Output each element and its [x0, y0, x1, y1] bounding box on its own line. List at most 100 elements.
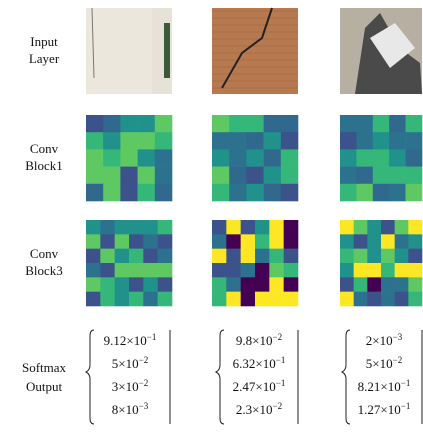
feature-cell	[155, 115, 173, 133]
mantissa: 9.8×10	[236, 333, 273, 348]
feature-cell	[86, 184, 104, 202]
feature-cell	[255, 220, 270, 235]
bracket-left	[342, 330, 350, 424]
mantissa: 8×10	[112, 402, 139, 417]
feature-cell	[264, 132, 282, 150]
feature-cell	[269, 234, 284, 249]
feature-cell	[408, 249, 422, 264]
feature-cell	[103, 149, 121, 167]
feature-cell	[226, 263, 241, 278]
feature-cell	[340, 277, 354, 292]
feature-cell	[120, 167, 137, 185]
feature-cell	[281, 184, 299, 202]
exponent: −1	[276, 355, 286, 365]
feature-cell	[406, 115, 423, 133]
feature-cell	[389, 149, 406, 167]
row-label: Block3	[25, 263, 63, 278]
feature-cell	[86, 220, 101, 235]
exponent: −2	[393, 355, 403, 365]
feature-cell	[246, 184, 264, 202]
feature-cell	[229, 167, 247, 185]
feature-cell	[246, 167, 264, 185]
feature-cell	[373, 167, 390, 185]
feature-cell	[408, 292, 422, 307]
feature-cell	[340, 220, 354, 235]
feature-cell	[354, 277, 368, 292]
feature-cell	[100, 220, 115, 235]
feature-cell	[354, 234, 368, 249]
softmax-value: 9.8×10−2	[236, 332, 282, 348]
feature-cell	[129, 234, 144, 249]
feature-cell	[138, 149, 156, 167]
feature-cell	[395, 220, 409, 235]
feature-cell	[143, 263, 158, 278]
feature-cell	[229, 149, 247, 167]
feature-cell	[246, 115, 264, 133]
softmax-value: 3×10−2	[112, 378, 148, 394]
feature-cell	[284, 249, 299, 264]
feature-cell	[120, 149, 137, 167]
feature-cell	[241, 263, 256, 278]
feature-cell	[100, 249, 115, 264]
exponent: −3	[393, 332, 403, 342]
feature-cell	[381, 263, 395, 278]
softmax-value: 8×10−3	[112, 401, 149, 417]
mantissa: 2×10	[366, 333, 393, 348]
mantissa: 3×10	[112, 379, 139, 394]
feature-cell	[255, 292, 270, 307]
feature-cell	[229, 184, 247, 202]
feature-cell	[381, 249, 395, 264]
mantissa: 8.21×10	[358, 379, 401, 394]
feature-cell	[389, 132, 406, 150]
feature-cell	[241, 277, 256, 292]
feature-cell	[389, 184, 406, 202]
feature-cell	[354, 263, 368, 278]
feature-cell	[212, 149, 230, 167]
feature-cell	[281, 167, 299, 185]
feature-cell	[264, 184, 282, 202]
feature-cell	[115, 234, 130, 249]
feature-cell	[389, 115, 406, 133]
feature-cell	[138, 184, 156, 202]
softmax-value: 1.27×10−1	[358, 401, 411, 417]
softmax-value: 2.3×10−2	[236, 401, 282, 417]
feature-cell	[115, 263, 130, 278]
feature-cell	[381, 277, 395, 292]
feature-cell	[281, 149, 299, 167]
feature-cell	[241, 292, 256, 307]
softmax-value: 8.21×10−1	[358, 378, 411, 394]
feature-cell	[212, 132, 230, 150]
feature-cell	[408, 277, 422, 292]
row-label: Block1	[25, 158, 63, 173]
feature-cell	[269, 263, 284, 278]
feature-cell	[264, 149, 282, 167]
feature-cell	[367, 234, 381, 249]
mantissa: 2.3×10	[236, 402, 273, 417]
feature-cell	[129, 249, 144, 264]
feature-cell	[86, 149, 104, 167]
mantissa: 5×10	[112, 356, 139, 371]
feature-cell	[212, 184, 230, 202]
feature-cell	[129, 220, 144, 235]
feature-cell	[340, 115, 357, 133]
row-label: Input	[30, 34, 58, 49]
feature-cell	[226, 277, 241, 292]
bracket-left	[86, 330, 94, 424]
image-detail	[164, 23, 170, 78]
mantissa: 6.32×10	[233, 356, 276, 371]
feature-cell	[255, 249, 270, 264]
feature-cell	[155, 167, 173, 185]
feature-cell	[100, 277, 115, 292]
feature-cell	[340, 132, 357, 150]
exponent: −2	[273, 332, 283, 342]
mantissa: 2.47×10	[233, 379, 276, 394]
feature-cell	[395, 263, 409, 278]
feature-cell	[246, 149, 264, 167]
feature-cell	[340, 249, 354, 264]
feature-cell	[155, 132, 173, 150]
exponent: −2	[273, 401, 283, 411]
feature-cell	[86, 115, 104, 133]
feature-cell	[226, 234, 241, 249]
feature-cell	[246, 132, 264, 150]
softmax-value: 6.32×10−1	[233, 355, 286, 371]
